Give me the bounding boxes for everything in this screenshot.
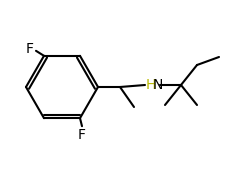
Text: F: F	[26, 42, 34, 56]
Text: N: N	[152, 78, 163, 92]
Text: H: H	[145, 78, 156, 92]
Text: F: F	[78, 128, 86, 142]
